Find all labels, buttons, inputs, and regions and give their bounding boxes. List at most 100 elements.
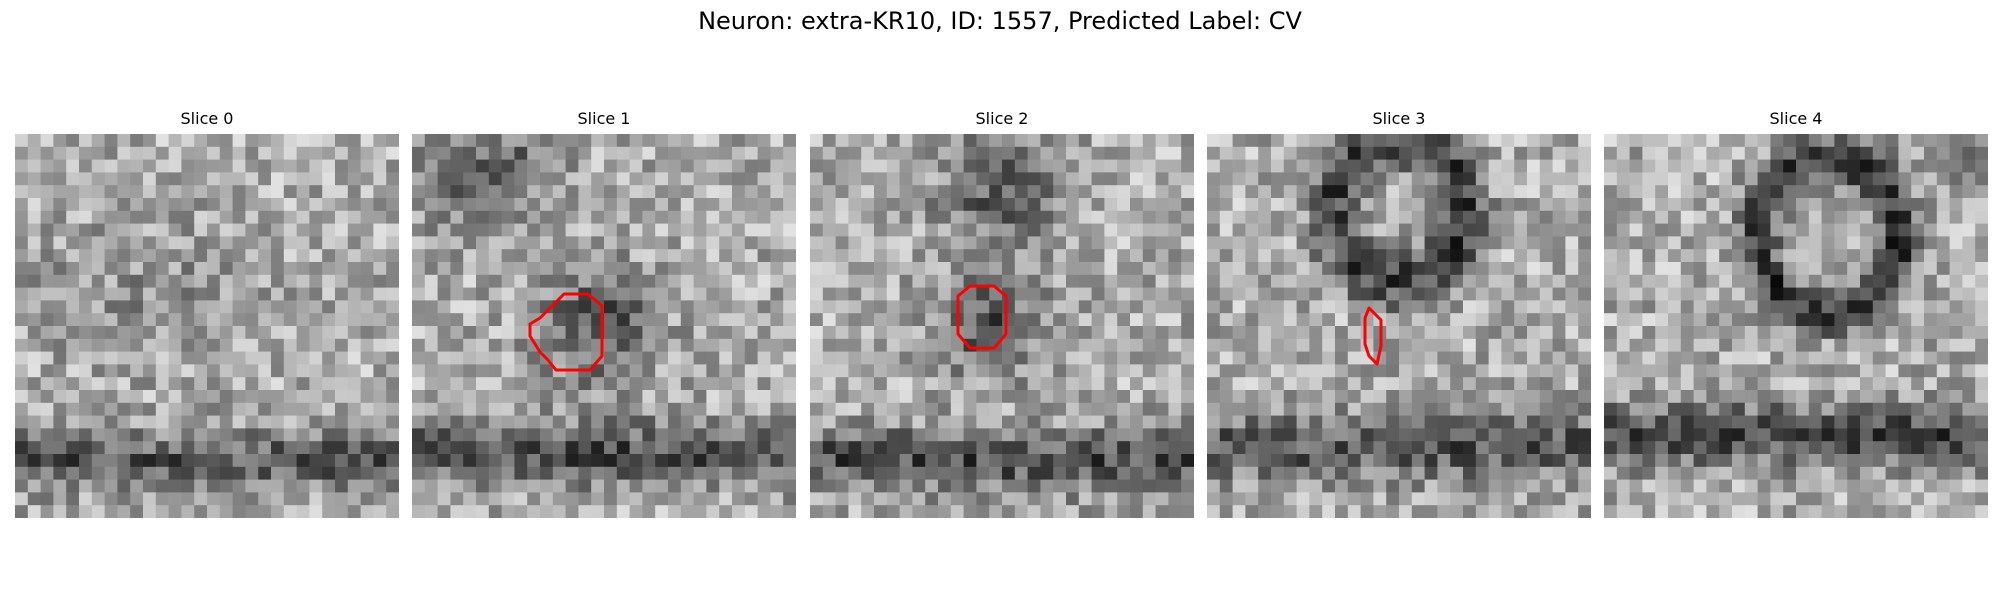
- pixel: [1450, 338, 1464, 352]
- pixel: [130, 505, 144, 518]
- pixel: [1949, 300, 1963, 314]
- pixel: [1565, 441, 1579, 455]
- pixel: [1834, 428, 1848, 442]
- pixel: [1924, 159, 1938, 173]
- pixel: [874, 402, 888, 416]
- pixel: [848, 364, 862, 378]
- pixel: [1130, 236, 1144, 250]
- pixel: [79, 287, 93, 301]
- pixel: [1911, 428, 1925, 442]
- pixel: [1424, 466, 1438, 480]
- pixel: [1488, 454, 1502, 468]
- pixel: [424, 351, 438, 365]
- pixel: [1578, 236, 1591, 250]
- pixel: [1104, 364, 1118, 378]
- pixel: [1232, 198, 1246, 212]
- pixel: [1258, 428, 1272, 442]
- pixel: [1027, 479, 1041, 493]
- pixel: [258, 274, 272, 288]
- pixel: [1821, 454, 1835, 468]
- pixel: [1821, 428, 1835, 442]
- pixel: [810, 505, 824, 518]
- pixel: [1347, 326, 1361, 340]
- pixel: [27, 300, 41, 314]
- pixel: [79, 338, 93, 352]
- pixel: [976, 313, 990, 327]
- pixel: [719, 223, 733, 237]
- pixel: [181, 441, 195, 455]
- pixel: [1450, 134, 1464, 148]
- pixel: [40, 274, 54, 288]
- pixel: [1847, 185, 1861, 199]
- pixel: [53, 326, 67, 340]
- pixel: [207, 159, 221, 173]
- pixel: [1207, 300, 1221, 314]
- pixel: [1347, 313, 1361, 327]
- pixel: [1655, 172, 1669, 186]
- pixel: [1693, 364, 1707, 378]
- pixel: [963, 159, 977, 173]
- pixel: [680, 287, 694, 301]
- pixel: [1604, 313, 1618, 327]
- pixel: [1757, 415, 1771, 429]
- pixel: [1168, 262, 1182, 276]
- pixel: [950, 210, 964, 224]
- pixel: [1962, 492, 1976, 506]
- pixel: [591, 185, 605, 199]
- pixel: [1655, 377, 1669, 391]
- pixel: [1411, 236, 1425, 250]
- pixel: [976, 249, 990, 263]
- pixel: [1808, 287, 1822, 301]
- pixel: [347, 146, 361, 160]
- pixel: [27, 338, 41, 352]
- pixel: [258, 377, 272, 391]
- pixel: [1207, 441, 1221, 455]
- pixel: [1616, 185, 1630, 199]
- pixel: [1642, 313, 1656, 327]
- pixel: [1040, 159, 1054, 173]
- pixel: [1501, 377, 1515, 391]
- pixel: [527, 377, 541, 391]
- pixel: [1501, 415, 1515, 429]
- pixel: [1219, 441, 1233, 455]
- pixel: [283, 454, 297, 468]
- pixel: [1040, 377, 1054, 391]
- pixel: [1501, 454, 1515, 468]
- pixel: [1604, 172, 1618, 186]
- pixel: [540, 249, 554, 263]
- pixel: [1757, 198, 1771, 212]
- pixel: [1642, 479, 1656, 493]
- pixel: [1232, 223, 1246, 237]
- pixel: [540, 185, 554, 199]
- pixel: [271, 441, 285, 455]
- pixel: [181, 364, 195, 378]
- pixel: [874, 210, 888, 224]
- pixel: [1475, 236, 1489, 250]
- pixel: [79, 466, 93, 480]
- pixel: [1539, 262, 1553, 276]
- pixel: [1936, 377, 1950, 391]
- pixel: [719, 364, 733, 378]
- pixel: [501, 454, 515, 468]
- pixel: [207, 428, 221, 442]
- pixel: [527, 351, 541, 365]
- pixel: [642, 479, 656, 493]
- pixel: [1002, 223, 1016, 237]
- pixel: [412, 300, 426, 314]
- pixel: [1271, 402, 1285, 416]
- pixel: [1040, 338, 1054, 352]
- pixel: [1437, 159, 1451, 173]
- pixel: [1655, 441, 1669, 455]
- pixel: [245, 287, 259, 301]
- pixel: [322, 185, 336, 199]
- pixel: [1744, 466, 1758, 480]
- pixel: [1488, 185, 1502, 199]
- pixel: [245, 262, 259, 276]
- pixel: [861, 236, 875, 250]
- pixel: [1155, 466, 1169, 480]
- pixel: [1450, 402, 1464, 416]
- pixel: [668, 313, 682, 327]
- pixel: [1399, 454, 1413, 468]
- pixel: [552, 390, 566, 404]
- pixel: [283, 377, 297, 391]
